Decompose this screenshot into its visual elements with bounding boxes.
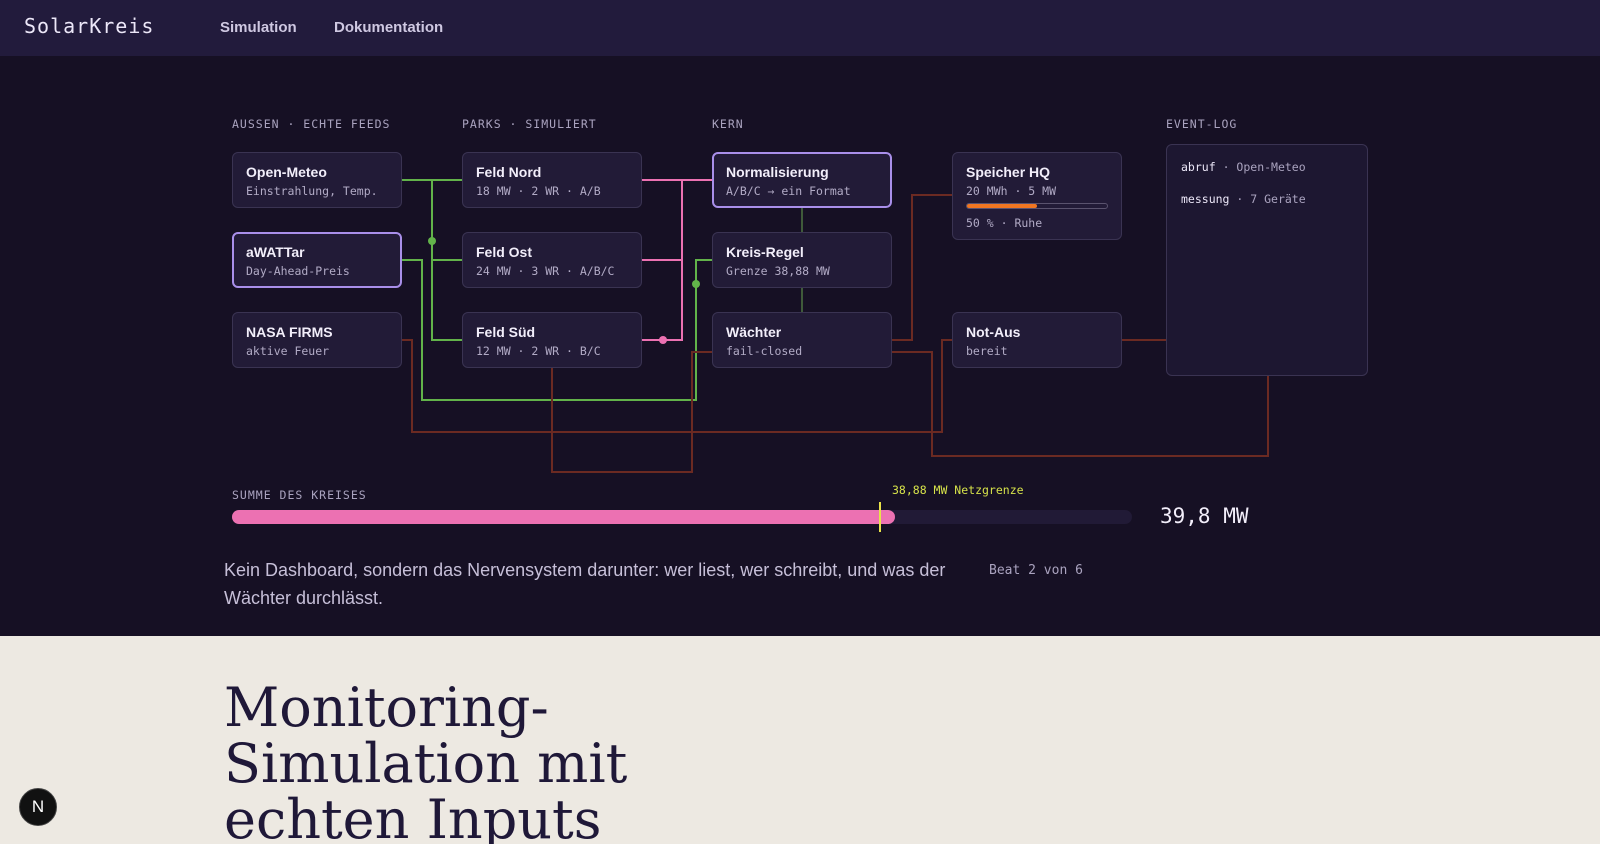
node-title: Speicher HQ [966, 164, 1051, 180]
wire-park-bus [642, 180, 683, 341]
top-nav: SolarKreis Simulation Dokumentation [0, 0, 1600, 56]
node-nasa-firms[interactable]: NASA FIRMS aktive Feuer [232, 312, 402, 368]
event-log-panel[interactable]: abruf · Open-Meteo messung · 7 Geräte [1166, 144, 1368, 376]
node-title: NASA FIRMS [246, 324, 333, 340]
wire-park-loop [551, 351, 712, 473]
node-feld-ost[interactable]: Feld Ost 24 MW · 3 WR · A/B/C [462, 232, 642, 288]
intro-section: Monitoring-Simulation mit echten Inputs [0, 636, 1600, 844]
brand-logo[interactable]: SolarKreis [24, 14, 155, 38]
wire-waechter-loop [892, 351, 1269, 457]
next-dev-badge[interactable]: N [19, 788, 57, 826]
node-feld-nord[interactable]: Feld Nord 18 MW · 2 WR · A/B [462, 152, 642, 208]
node-subtitle: 20 MWh · 5 MW [966, 184, 1057, 198]
page-title: Monitoring-Simulation mit echten Inputs [224, 676, 628, 844]
node-subtitle: Grenze 38,88 MW [726, 264, 830, 278]
log-separator: · [1236, 192, 1251, 206]
grid-limit-label: 38,88 MW Netzgrenze [892, 483, 1024, 497]
junction-park [659, 336, 667, 344]
node-subtitle: Day-Ahead-Preis [246, 264, 350, 278]
node-feld-sued[interactable]: Feld Süd 12 MW · 2 WR · B/C [462, 312, 642, 368]
caption-text: Kein Dashboard, sondern das Nervensystem… [224, 560, 946, 608]
node-subtitle: bereit [966, 344, 1008, 358]
wire-awattar [402, 259, 712, 401]
node-subtitle: 24 MW · 3 WR · A/B/C [476, 264, 615, 278]
node-subtitle: 18 MW · 2 WR · A/B [476, 184, 601, 198]
node-title: Kreis-Regel [726, 244, 804, 260]
nav-link-simulation[interactable]: Simulation [220, 19, 297, 36]
node-title: Feld Nord [476, 164, 542, 180]
log-entry: messung · 7 Geräte [1181, 192, 1353, 206]
beat-indicator: Beat 2 von 6 [989, 563, 1083, 578]
node-subtitle: 12 MW · 2 WR · B/C [476, 344, 601, 358]
column-label-kern: KERN [712, 117, 744, 131]
sum-value: 39,8 MW [1160, 504, 1249, 528]
wire-speicher [892, 194, 952, 341]
node-normalisierung[interactable]: Normalisierung A/B/C → ein Format [712, 152, 892, 208]
log-entry-key: messung [1181, 192, 1230, 206]
node-subtitle: fail-closed [726, 344, 803, 358]
nav-link-dokumentation[interactable]: Dokumentation [334, 19, 444, 36]
node-title: Open-Meteo [246, 164, 327, 180]
log-entry-value: Open-Meteo [1236, 160, 1306, 174]
junction-kern [692, 280, 700, 288]
node-title: Not-Aus [966, 324, 1021, 340]
log-entry-key: abruf [1181, 160, 1216, 174]
node-title: Feld Ost [476, 244, 533, 260]
node-title: aWATTar [246, 244, 305, 260]
node-kreis-regel[interactable]: Kreis-Regel Grenze 38,88 MW [712, 232, 892, 288]
node-title: Feld Süd [476, 324, 536, 340]
storage-bar-fill [967, 204, 1037, 208]
connection-wires [402, 179, 1269, 473]
wire-feed-bus [431, 180, 462, 341]
sum-bar-track [232, 510, 1132, 524]
junction-feed [428, 237, 436, 245]
node-awattar[interactable]: aWATTar Day-Ahead-Preis [232, 232, 402, 288]
log-entry: abruf · Open-Meteo [1181, 160, 1353, 174]
wire-nasa-loop [402, 339, 952, 433]
node-speicher-hq[interactable]: Speicher HQ 20 MWh · 5 MW 50 % · Ruhe [952, 152, 1122, 240]
grid-limit-marker [879, 502, 881, 532]
node-open-meteo[interactable]: Open-Meteo Einstrahlung, Temp. [232, 152, 402, 208]
node-subtitle: aktive Feuer [246, 344, 330, 358]
node-subtitle: A/B/C → ein Format [726, 184, 851, 198]
storage-bar [966, 201, 1108, 213]
log-separator: · [1222, 160, 1237, 174]
column-label-aussen: AUSSEN · ECHTE FEEDS [232, 117, 391, 131]
node-not-aus[interactable]: Not-Aus bereit [952, 312, 1122, 368]
log-entry-value: 7 Geräte [1250, 192, 1306, 206]
node-subtitle: Einstrahlung, Temp. [246, 184, 378, 198]
node-title: Wächter [726, 324, 782, 340]
node-title: Normalisierung [726, 164, 829, 180]
sum-bar-fill [232, 510, 896, 524]
column-label-eventlog: EVENT-LOG [1166, 117, 1238, 131]
storage-status: 50 % · Ruhe [966, 216, 1043, 230]
column-label-parks: PARKS · SIMULIERT [462, 117, 597, 131]
node-waechter[interactable]: Wächter fail-closed [712, 312, 892, 368]
sum-label: SUMME DES KREISES [232, 488, 367, 502]
